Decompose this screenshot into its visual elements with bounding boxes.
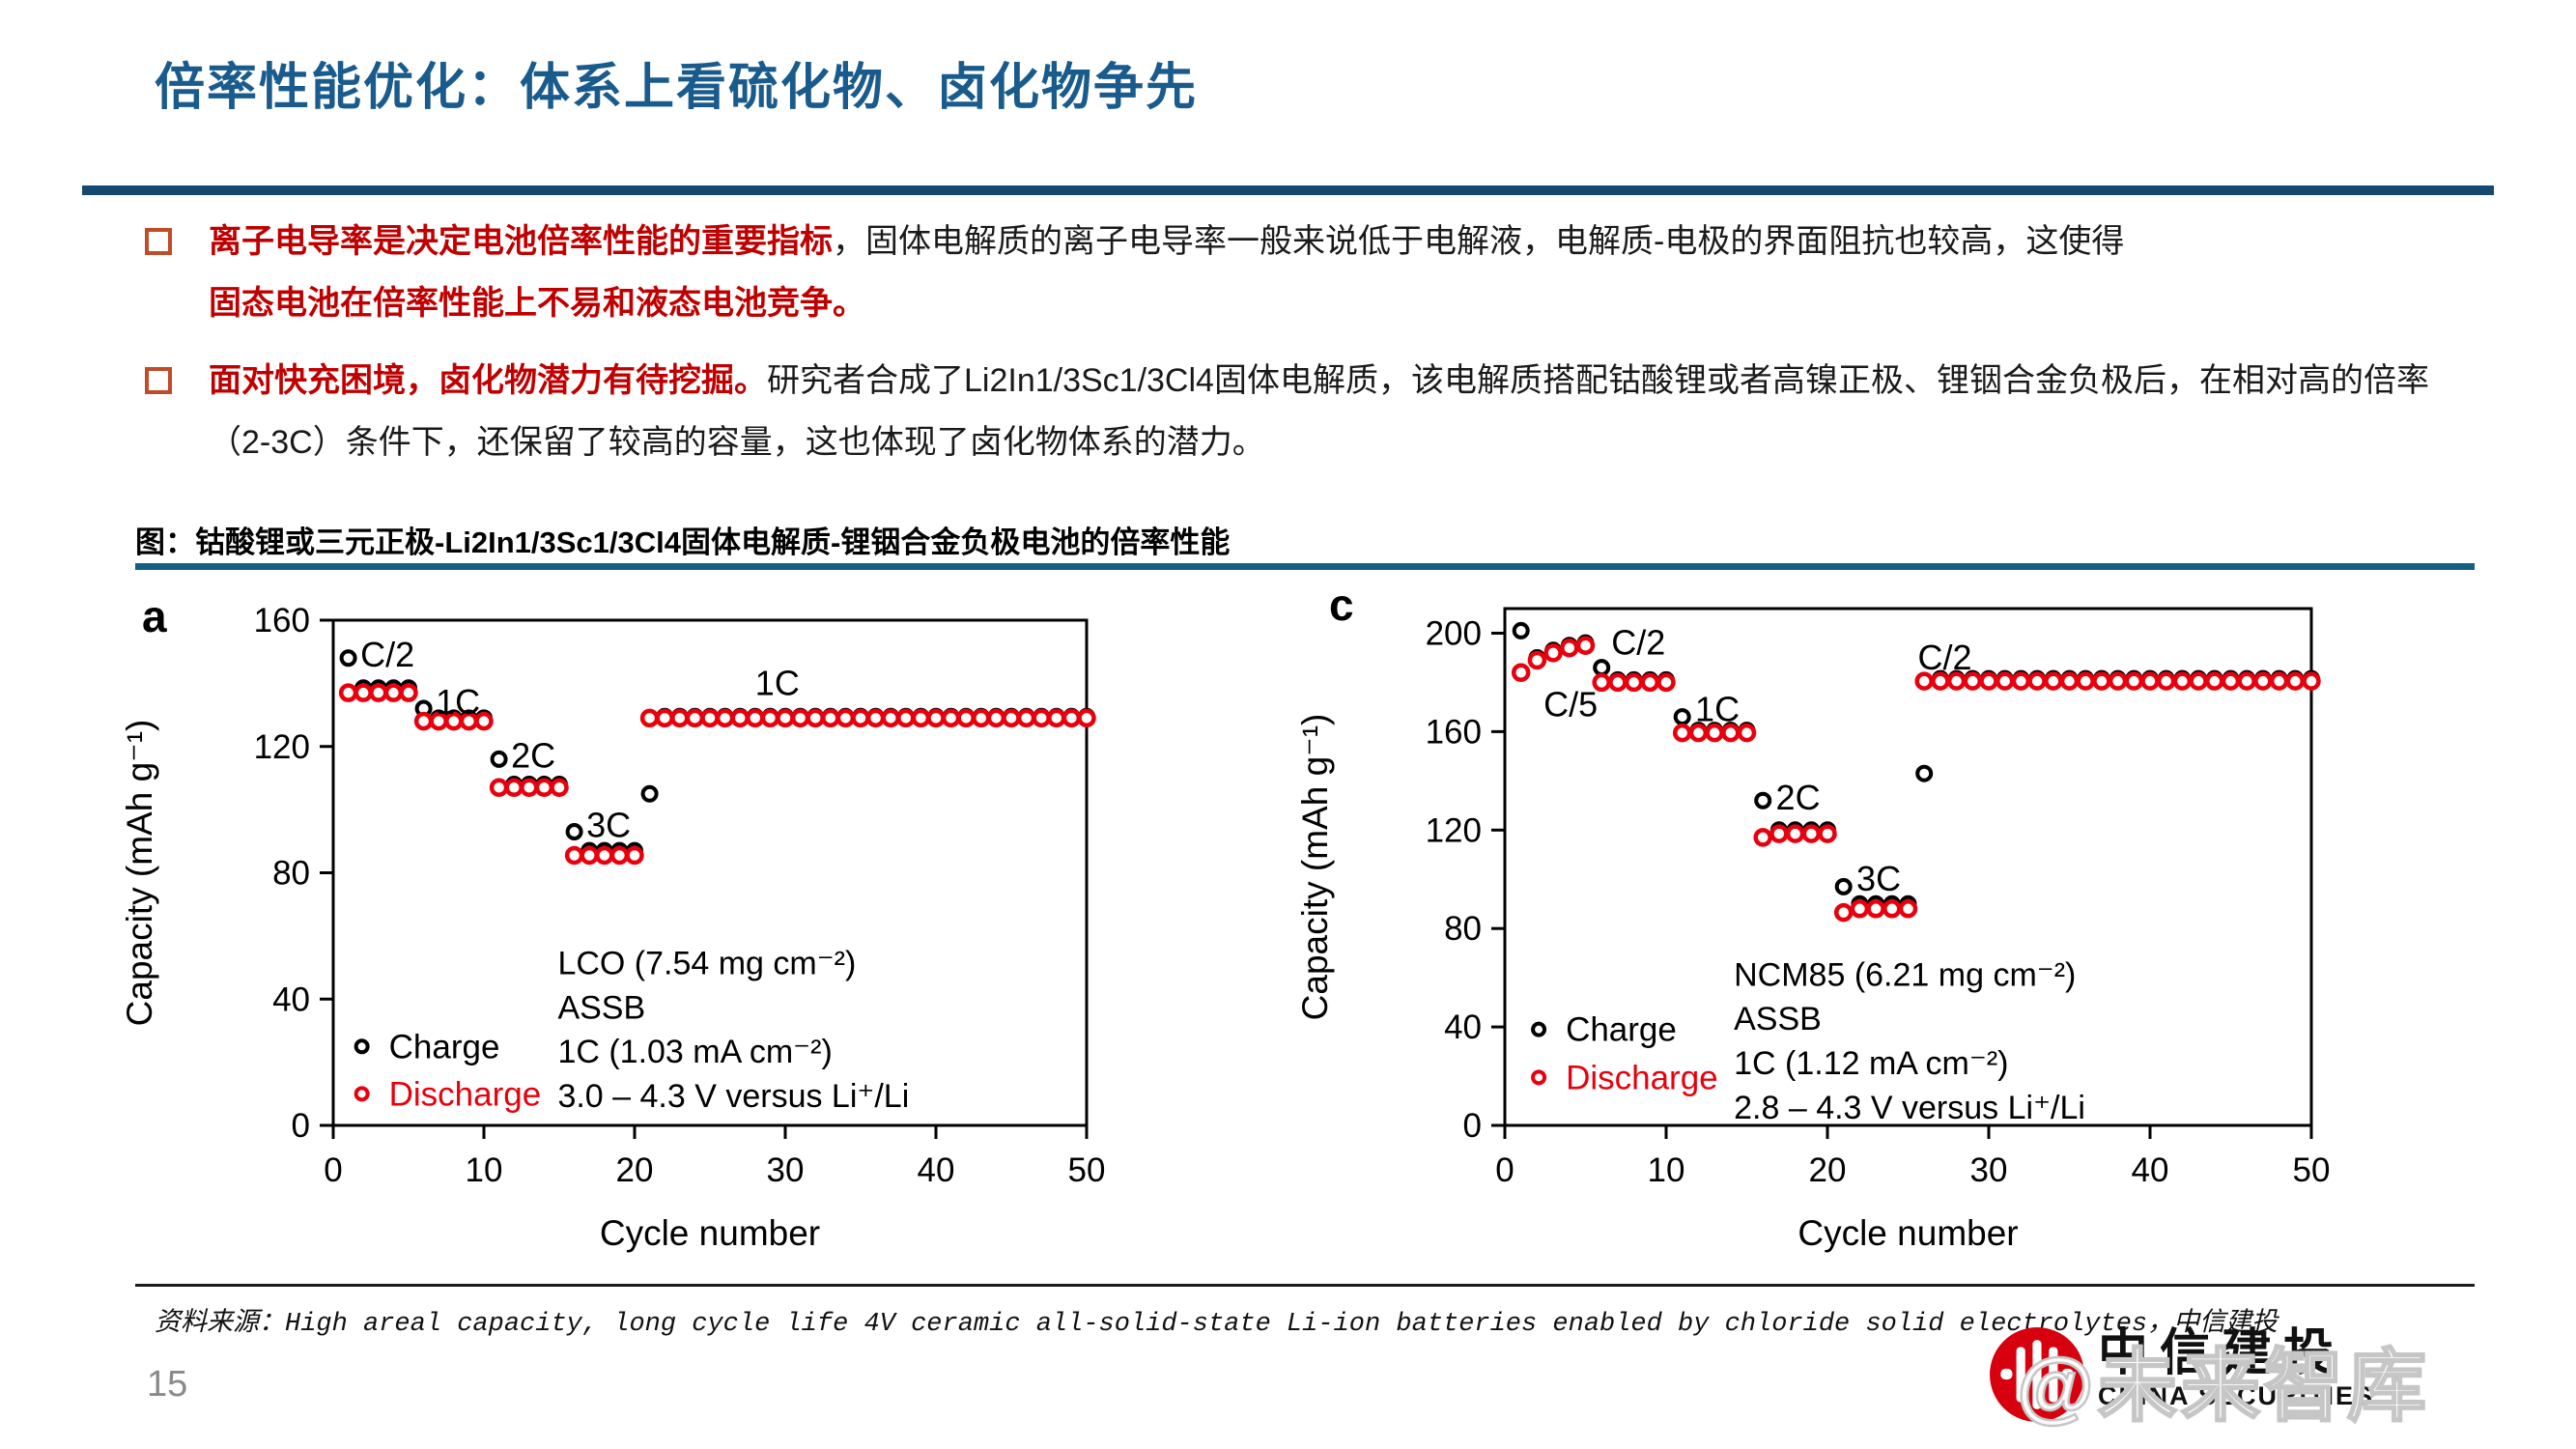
svg-text:40: 40 bbox=[1444, 1009, 1482, 1046]
axes: 0 10 20 30 40 50 0 40 80 120 160 Cycle number Capaci… bbox=[120, 602, 1105, 1253]
svg-text:30: 30 bbox=[767, 1151, 805, 1189]
svg-text:ASSB: ASSB bbox=[557, 989, 645, 1026]
svg-text:2.8 – 4.3 V versus Li⁺/Li: 2.8 – 4.3 V versus Li⁺/Li bbox=[1734, 1090, 2085, 1126]
svg-text:Discharge: Discharge bbox=[1566, 1059, 1718, 1096]
plot-frame bbox=[1503, 607, 2313, 1127]
svg-text:120: 120 bbox=[1426, 811, 1482, 849]
china-securities-logo: 中信建投 CHINA SECURITIES bbox=[1988, 1325, 2374, 1424]
logo-chinese-name: 中信建投 bbox=[2098, 1325, 2346, 1381]
svg-text:C/2: C/2 bbox=[1611, 623, 1665, 663]
svg-text:10: 10 bbox=[466, 1151, 503, 1189]
svg-text:80: 80 bbox=[1444, 910, 1482, 948]
bullet-2-body: 研究者合成了Li2In1/3Sc1/3Cl4固体电解质，该电解质搭配钴酸锂或者高… bbox=[209, 362, 2429, 461]
svg-text:3C: 3C bbox=[586, 805, 631, 844]
logo-text: 中信建投 CHINA SECURITIES bbox=[2098, 1325, 2374, 1410]
svg-text:120: 120 bbox=[254, 728, 310, 766]
svg-text:ASSB: ASSB bbox=[1734, 1001, 1822, 1037]
watermark-text: @未来智库 bbox=[2016, 1342, 2430, 1433]
svg-text:1C: 1C bbox=[755, 663, 800, 702]
x-axis-label: Cycle number bbox=[1798, 1213, 2018, 1253]
bullet-1-body: ，固体电解质的离子电导率一般来说低于电解液，电解质-电极的界面阻抗也较高，这使得 bbox=[833, 223, 2125, 260]
discharge-series bbox=[338, 683, 1096, 866]
svg-text:Charge: Charge bbox=[389, 1028, 500, 1065]
bullet-2-lead: 面对快充困境，卤化物潜力有待挖掘。 bbox=[209, 362, 767, 399]
legend: Charge Discharge bbox=[1531, 1011, 1718, 1096]
figure-caption: 图：钴酸锂或三元正极-Li2In1/3Sc1/3Cl4固体电解质-锂铟合金负极电… bbox=[135, 526, 1231, 559]
svg-text:10: 10 bbox=[1648, 1151, 1685, 1189]
legend: Charge Discharge bbox=[354, 1028, 542, 1113]
svg-text:C/2: C/2 bbox=[360, 635, 414, 674]
title-divider bbox=[82, 185, 2494, 195]
svg-text:40: 40 bbox=[272, 980, 310, 1018]
svg-text:0: 0 bbox=[292, 1107, 310, 1145]
citic-emblem-icon bbox=[1990, 1327, 2084, 1422]
svg-text:1C: 1C bbox=[1695, 689, 1740, 728]
svg-text:Discharge: Discharge bbox=[389, 1075, 542, 1113]
svg-text:1C (1.12 mA cm⁻²): 1C (1.12 mA cm⁻²) bbox=[1734, 1045, 2008, 1082]
svg-text:200: 200 bbox=[1426, 614, 1482, 652]
logo-english-name: CHINA SECURITIES bbox=[2098, 1381, 2375, 1410]
discharge-series bbox=[1511, 636, 2321, 923]
svg-text:3.0 – 4.3 V versus Li⁺/Li: 3.0 – 4.3 V versus Li⁺/Li bbox=[557, 1078, 909, 1115]
bullet-1-tail: 固态电池在倍率性能上不易和液态电池竞争。 bbox=[209, 285, 865, 322]
source-prefix: 资料来源： bbox=[155, 1310, 285, 1339]
panel-letter: c bbox=[1329, 580, 1354, 630]
page-number: 15 bbox=[147, 1364, 188, 1405]
x-axis-label: Cycle number bbox=[600, 1213, 820, 1253]
source-divider bbox=[135, 1284, 2475, 1287]
svg-text:160: 160 bbox=[254, 602, 310, 639]
svg-text:1C: 1C bbox=[436, 682, 480, 722]
bullet-item-1: 离子电导率是决定电池倍率性能的重要指标，固体电解质的离子电导率一般来说低于电解液… bbox=[143, 211, 2461, 334]
svg-text:1C (1.03 mA cm⁻²): 1C (1.03 mA cm⁻²) bbox=[557, 1034, 832, 1070]
bullet-square-icon bbox=[145, 367, 172, 394]
rate-labels: C/2 1C 2C 3C 1C bbox=[360, 635, 800, 845]
svg-text:NCM85 (6.21 mg cm⁻²): NCM85 (6.21 mg cm⁻²) bbox=[1734, 956, 2076, 993]
svg-text:Charge: Charge bbox=[1566, 1011, 1677, 1049]
figure-caption-divider bbox=[135, 563, 2475, 570]
svg-text:20: 20 bbox=[1809, 1151, 1847, 1189]
figure-charts: 0 10 20 30 40 50 0 40 80 120 160 Cycle number Capaci… bbox=[120, 580, 2330, 1253]
page-title: 倍率性能优化：体系上看硫化物、卤化物争先 bbox=[155, 60, 1199, 116]
chart-c: 0 10 20 30 40 50 0 40 80 120 160 200 Cycle number Cap… bbox=[1295, 580, 2330, 1253]
bullet-1-lead: 离子电导率是决定电池倍率性能的重要指标 bbox=[209, 223, 833, 260]
svg-text:160: 160 bbox=[1426, 713, 1482, 751]
svg-text:30: 30 bbox=[1970, 1151, 2008, 1189]
svg-text:40: 40 bbox=[918, 1151, 955, 1189]
source-suffix: ，中信建投 bbox=[2147, 1310, 2279, 1339]
cell-annotation: LCO (7.54 mg cm⁻²) ASSB 1C (1.03 mA cm⁻²) 3… bbox=[557, 946, 909, 1115]
svg-text:50: 50 bbox=[2293, 1151, 2331, 1189]
svg-text:C/2: C/2 bbox=[1918, 638, 1972, 677]
charge-series bbox=[1512, 621, 2320, 913]
svg-text:0: 0 bbox=[324, 1151, 342, 1189]
svg-text:C/5: C/5 bbox=[1543, 684, 1598, 724]
cell-annotation: NCM85 (6.21 mg cm⁻²) ASSB 1C (1.12 mA cm⁻²… bbox=[1734, 956, 2085, 1126]
svg-text:2C: 2C bbox=[511, 736, 555, 776]
svg-text:0: 0 bbox=[1495, 1151, 1514, 1189]
svg-text:20: 20 bbox=[616, 1151, 654, 1189]
y-axis-label: Capacity (mAh g⁻¹) bbox=[120, 720, 159, 1027]
axes: 0 10 20 30 40 50 0 40 80 120 160 200 Cycle number Cap… bbox=[1295, 614, 2330, 1253]
svg-text:40: 40 bbox=[2132, 1151, 2169, 1189]
panel-letter: a bbox=[142, 591, 167, 641]
svg-text:50: 50 bbox=[1068, 1151, 1106, 1189]
bullet-item-2: 面对快充困境，卤化物潜力有待挖掘。研究者合成了Li2In1/3Sc1/3Cl4固… bbox=[143, 350, 2461, 473]
source-line: 资料来源：High areal capacity, long cycle lif… bbox=[155, 1300, 2492, 1339]
svg-text:2C: 2C bbox=[1776, 778, 1821, 817]
svg-text:80: 80 bbox=[272, 855, 310, 893]
bullet-square-icon bbox=[145, 228, 172, 255]
y-axis-label: Capacity (mAh g⁻¹) bbox=[1295, 714, 1335, 1021]
chart-a: 0 10 20 30 40 50 0 40 80 120 160 Cycle number Capaci… bbox=[120, 591, 1105, 1253]
svg-text:0: 0 bbox=[1463, 1107, 1482, 1145]
rate-labels: C/5 C/2 1C 2C 3C C/2 bbox=[1543, 623, 1971, 899]
svg-text:LCO (7.54 mg cm⁻²): LCO (7.54 mg cm⁻²) bbox=[557, 946, 856, 982]
source-citation: High areal capacity, long cycle life 4V … bbox=[285, 1310, 2148, 1339]
svg-text:3C: 3C bbox=[1856, 859, 1901, 898]
bullet-list: 离子电导率是决定电池倍率性能的重要指标，固体电解质的离子电导率一般来说低于电解液… bbox=[143, 211, 2461, 489]
